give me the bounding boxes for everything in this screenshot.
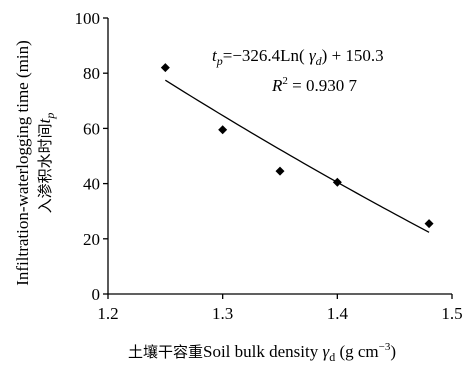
r2-symbol: R [271,76,283,95]
r2-value: = 0.930 7 [288,76,358,95]
eq-lhs-symbol: t [212,46,218,65]
eq-middle: =−326.4Ln( [223,46,309,65]
y-axis-label-line1: Infiltration-waterlogging time (min) [13,40,32,286]
data-point [160,63,170,73]
data-point [424,219,434,229]
x-tick-label: 1.3 [212,304,233,323]
y-tick-label: 80 [83,64,100,83]
regression-equation: tp=−326.4Ln( γd) + 150.3 [212,46,384,68]
eq-lhs-subscript: p [216,54,223,68]
y-label-subscript: p [43,113,57,120]
y-tick-label: 100 [75,9,101,28]
x-tick-label: 1.4 [327,304,349,323]
x-label-subscript: d [329,350,335,364]
x-label-symbol: γ [322,342,330,361]
x-tick-label: 1.5 [441,304,462,323]
data-point [275,166,285,176]
data-point [218,125,228,135]
trendline [164,79,430,233]
r-squared-annotation: R2 = 0.930 7 [271,75,357,95]
r2-superscript: 2 [282,75,288,87]
y-label-zh: 入渗积水时间 [36,123,54,213]
x-label-unit-open: (g cm [335,342,378,361]
x-axis-label: 土壤干容重Soil bulk density γd (g cm−3) [128,341,396,364]
eq-symbol: γ [309,46,317,65]
y-tick-label: 0 [92,285,101,304]
y-tick-label: 40 [83,175,100,194]
x-tick-label: 1.2 [97,304,118,323]
x-label-unit-exp: −3 [379,341,391,353]
y-tick-label: 20 [83,230,100,249]
x-label-unit-close: ) [390,342,396,361]
x-label-zh: 土壤干容重 [128,343,203,361]
y-tick-label: 60 [83,119,100,138]
y-label-symbol: t [35,117,54,123]
data-point [332,177,342,187]
trendline-layer [164,79,430,233]
x-label-en: Soil bulk density [203,342,322,361]
y-axis-label-line2: 入渗积水时间tp [35,113,57,214]
points-layer [160,63,434,229]
ticks-layer: 0 20 40 60 80 100 1.2 1.3 1.4 1.5 [75,9,463,323]
eq-end: ) + 150.3 [322,46,384,65]
eq-symbol-subscript: d [316,54,323,68]
